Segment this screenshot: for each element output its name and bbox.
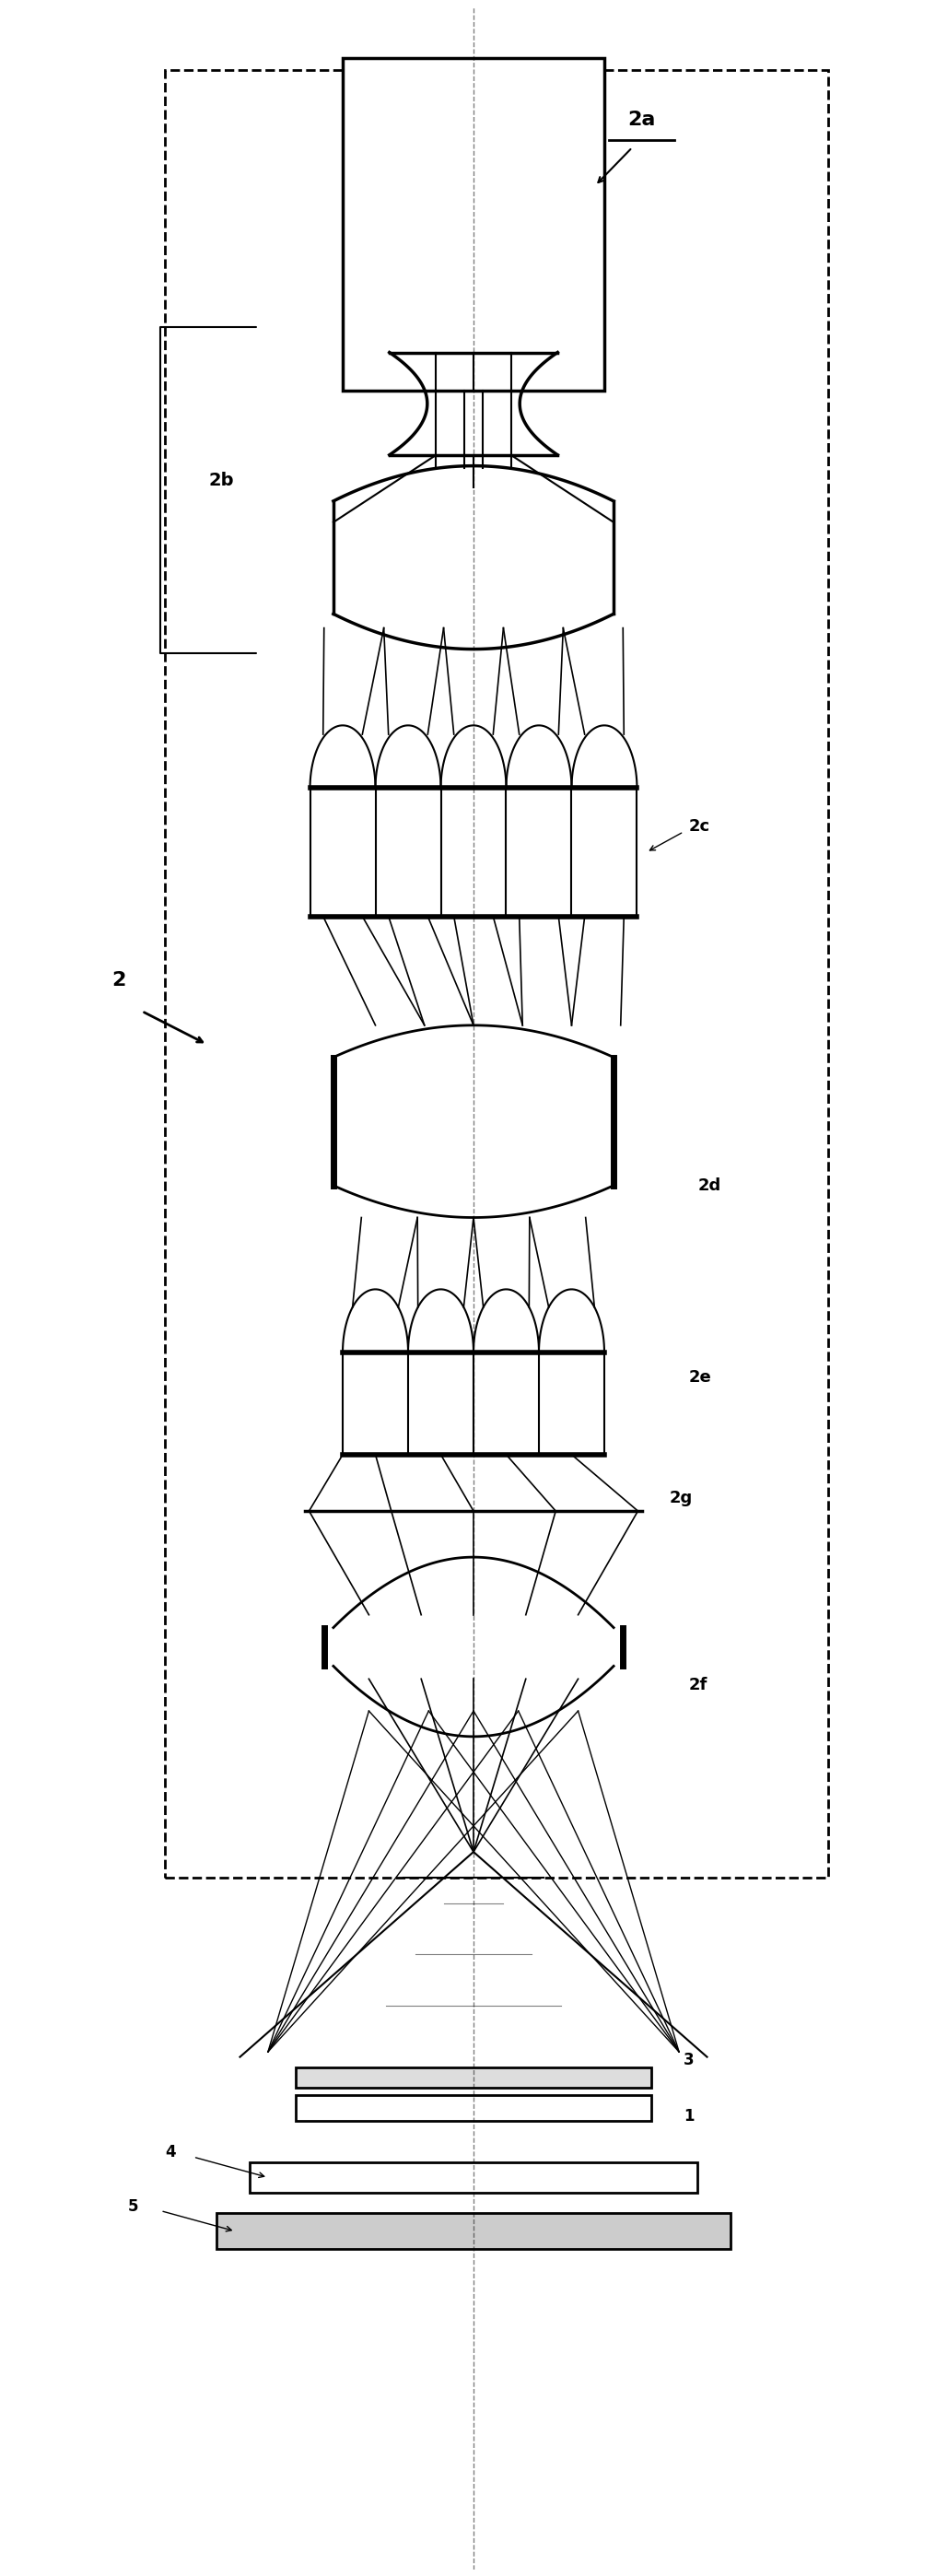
Text: 2: 2 <box>112 971 126 989</box>
Text: 2b: 2b <box>208 471 234 489</box>
Text: 2c: 2c <box>688 819 709 835</box>
Text: 1: 1 <box>684 2107 694 2125</box>
Text: 4: 4 <box>165 2143 176 2161</box>
Bar <box>343 57 604 392</box>
Bar <box>217 2213 730 2249</box>
Bar <box>296 2066 651 2087</box>
Text: 2a: 2a <box>628 111 655 129</box>
Text: 2f: 2f <box>688 1677 707 1692</box>
Text: 2d: 2d <box>698 1177 721 1193</box>
Bar <box>249 2161 698 2192</box>
Text: 5: 5 <box>128 2197 138 2215</box>
Text: 3: 3 <box>684 2050 694 2069</box>
Text: 2g: 2g <box>670 1489 693 1507</box>
Bar <box>296 2094 651 2120</box>
FancyBboxPatch shape <box>165 70 829 1878</box>
Text: 2e: 2e <box>688 1370 711 1386</box>
